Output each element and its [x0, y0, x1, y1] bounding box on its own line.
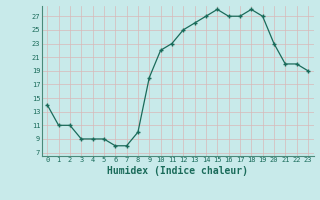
X-axis label: Humidex (Indice chaleur): Humidex (Indice chaleur): [107, 166, 248, 176]
